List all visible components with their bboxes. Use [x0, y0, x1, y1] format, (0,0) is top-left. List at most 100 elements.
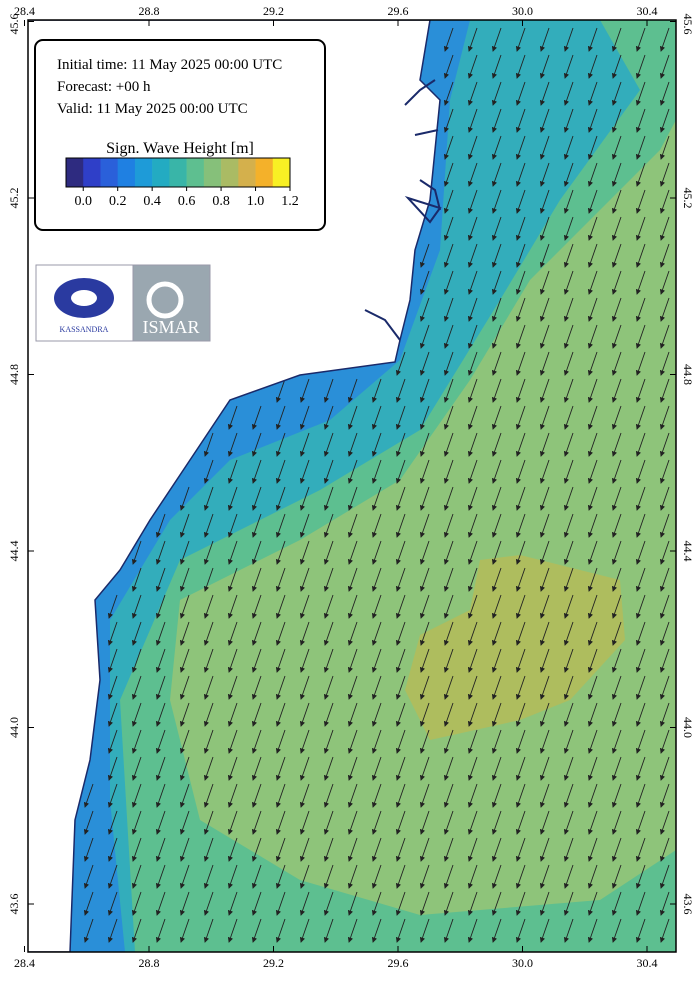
arrow [635, 216, 646, 241]
arrow [275, 567, 286, 592]
arrow [443, 675, 454, 700]
arrow [491, 108, 502, 133]
arrow [539, 729, 550, 754]
arrow [227, 459, 238, 484]
arrow [611, 837, 622, 862]
arrow [251, 756, 262, 781]
arrow [563, 135, 574, 160]
arrow [275, 513, 286, 538]
arrow [467, 162, 478, 187]
lon-label: 29.2 [263, 4, 284, 18]
colorbar-tick-label: 1.0 [247, 194, 265, 209]
lon-label: 28.4 [14, 956, 35, 970]
colorbar-tick-label: 0.8 [212, 194, 230, 209]
arrow [659, 351, 670, 376]
arrow [179, 729, 190, 754]
arrow [515, 891, 526, 916]
arrow [275, 702, 286, 727]
arrow [467, 189, 478, 214]
arrow [491, 783, 502, 808]
arrow [515, 378, 526, 403]
arrow [371, 810, 382, 835]
arrow [563, 81, 574, 106]
arrow [611, 405, 622, 430]
arrow [227, 702, 238, 727]
arrow [515, 702, 526, 727]
arrow [635, 729, 646, 754]
arrow [515, 594, 526, 619]
arrow [659, 81, 670, 106]
arrow [323, 648, 334, 673]
arrow [395, 648, 406, 673]
arrow [587, 216, 598, 241]
arrow [395, 891, 406, 916]
arrow [563, 54, 574, 79]
wave-directions [83, 27, 670, 943]
arrow [467, 216, 478, 241]
arrow [227, 648, 238, 673]
arrow [347, 837, 358, 862]
arrow [371, 648, 382, 673]
arrow [419, 837, 430, 862]
arrow [539, 459, 550, 484]
arrow [347, 459, 358, 484]
arrow [515, 297, 526, 322]
arrow [131, 702, 142, 727]
arrow [347, 378, 358, 403]
sea-field [28, 20, 676, 952]
arrow [275, 378, 286, 403]
lat-label: 45.6 [7, 14, 21, 35]
colorbar-cell [238, 158, 256, 187]
arrow [491, 216, 502, 241]
arrow [539, 756, 550, 781]
arrow [515, 81, 526, 106]
arrow [611, 891, 622, 916]
arrow [491, 729, 502, 754]
arrow [611, 729, 622, 754]
lat-label: 43.6 [681, 894, 695, 915]
arrow [395, 675, 406, 700]
arrow [251, 540, 262, 565]
arrow [179, 648, 190, 673]
arrow [323, 594, 334, 619]
arrow [563, 27, 574, 52]
arrow [659, 810, 670, 835]
arrow [179, 756, 190, 781]
arrow [347, 783, 358, 808]
arrow [371, 486, 382, 511]
arrow [563, 675, 574, 700]
arrow [467, 864, 478, 889]
arrow [467, 297, 478, 322]
arrow [251, 810, 262, 835]
arrow [659, 189, 670, 214]
arrow [611, 54, 622, 79]
arrow [347, 702, 358, 727]
arrow [515, 675, 526, 700]
arrow [467, 891, 478, 916]
arrow [587, 108, 598, 133]
arrow [515, 540, 526, 565]
arrow [227, 432, 238, 457]
arrow [611, 675, 622, 700]
arrow [323, 486, 334, 511]
arrow [611, 378, 622, 403]
arrow [515, 486, 526, 511]
arrow [323, 540, 334, 565]
arrow [131, 648, 142, 673]
arrow [395, 486, 406, 511]
arrow [563, 918, 574, 943]
arrow [419, 513, 430, 538]
colorbar-cell [255, 158, 274, 187]
arrow [515, 729, 526, 754]
arrow [491, 891, 502, 916]
arrow [539, 216, 550, 241]
logo-text: ISMAR [142, 317, 199, 337]
arrow [275, 837, 286, 862]
arrow [611, 432, 622, 457]
arrow [611, 189, 622, 214]
arrow [299, 702, 310, 727]
arrow [347, 594, 358, 619]
arrow [587, 459, 598, 484]
arrow [515, 54, 526, 79]
arrow [539, 891, 550, 916]
